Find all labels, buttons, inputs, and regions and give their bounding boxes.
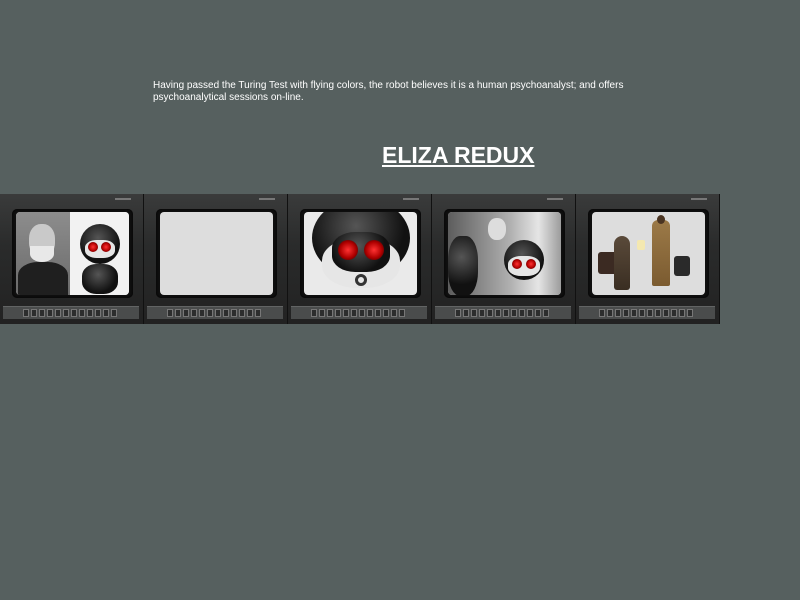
monitor-screen [16,212,129,295]
monitor-blue-screen[interactable] [144,194,288,324]
monitor-brand-mark [115,198,131,200]
monitor-bezel [588,209,709,298]
monitor-control-panel [435,306,571,319]
monitor-robot-closeup[interactable] [288,194,432,324]
monitor-bezel [12,209,133,298]
monitor-control-panel [3,306,139,319]
monitor-bezel [300,209,421,298]
monitor-brand-mark [691,198,707,200]
robot-image [70,212,129,295]
monitor-freud-and-robot[interactable] [0,194,144,324]
monitor-bezel [156,209,277,298]
robot-closeup-image [304,212,417,295]
monitor-green-screen-scene[interactable] [576,194,720,324]
monitor-control-panel [579,306,715,319]
monitor-bezel [444,209,565,298]
eliza-redux-link[interactable]: ELIZA REDUX [382,142,535,168]
monitor-robot-with-freud-photo[interactable] [432,194,576,324]
monitor-brand-mark [403,198,419,200]
robot-office-image [448,212,561,295]
monitor-brand-mark [259,198,275,200]
monitor-brand-mark [547,198,563,200]
monitor-control-panel [147,306,283,319]
blue-screen-image [160,212,273,295]
intro-text: Having passed the Turing Test with flyin… [153,80,624,103]
monitor-control-panel [291,306,427,319]
freud-portrait-image [16,212,70,295]
green-screen-scene-image [592,212,705,295]
monitor-strip[interactable] [0,194,720,324]
